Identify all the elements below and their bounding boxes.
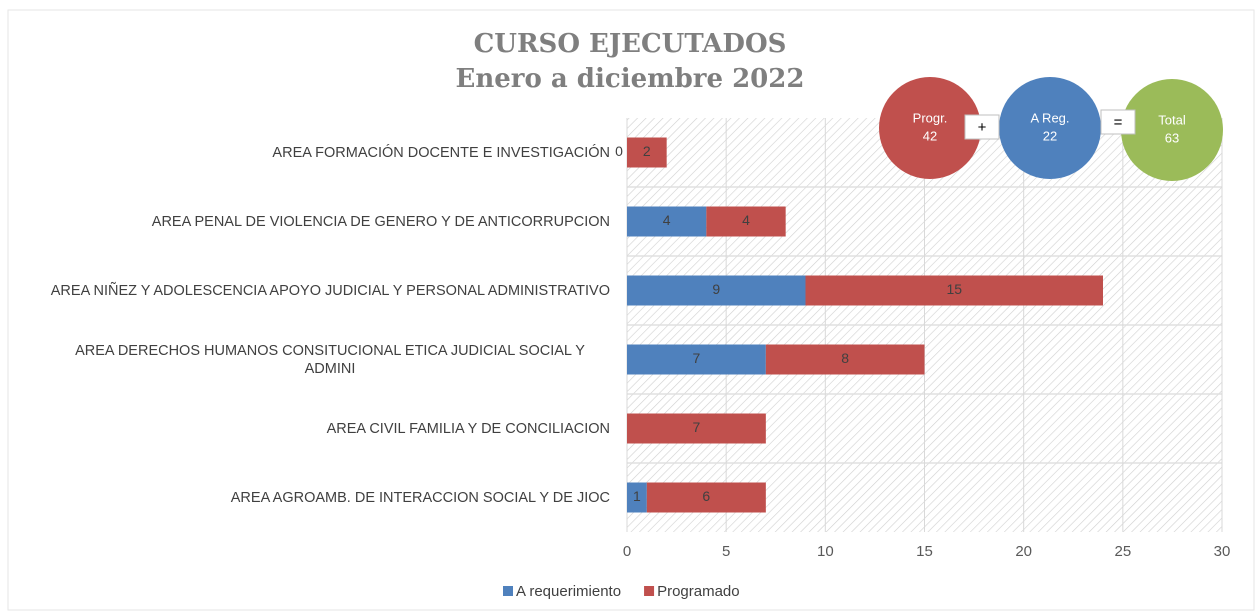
bar-segment [805, 275, 1103, 306]
summary-bubble [999, 77, 1101, 179]
y-tick-label: AREA PENAL DE VIOLENCIA DE GENERO Y DE A… [151, 213, 610, 230]
x-tick-label: 30 [1214, 543, 1231, 560]
summary-label: A Reg. [1030, 110, 1069, 125]
category-label-box: AREA NIÑEZ Y ADOLESCENCIA APOYO JUDICIAL… [10, 261, 610, 321]
category-label-box: AREA DERECHOS HUMANOS CONSITUCIONAL ETIC… [10, 330, 610, 390]
chart-border [7, 9, 1255, 611]
chart-subtitle: Enero a diciembre 2022 [456, 64, 805, 94]
data-label: 4 [663, 212, 671, 228]
data-label: 7 [693, 350, 701, 366]
legend-swatch [644, 586, 655, 596]
legend-label: Programado [657, 583, 740, 600]
data-label: 0 [615, 143, 623, 159]
operator-box [964, 114, 1000, 140]
y-tick-label: AREA AGROAMB. DE INTERACCION SOCIAL Y DE… [230, 489, 610, 506]
data-label: 6 [702, 488, 710, 504]
x-tick-label: 20 [1015, 543, 1032, 560]
x-tick-label: 10 [817, 543, 834, 560]
summary-label: Progr. [913, 110, 948, 125]
bar-segment [646, 482, 766, 513]
summary-label: Total [1158, 112, 1186, 127]
y-tick-label: AREA CIVIL FAMILIA Y DE CONCILIACION [326, 420, 610, 437]
category-label-box: AREA PENAL DE VIOLENCIA DE GENERO Y DE A… [10, 192, 610, 252]
y-tick-label: AREA NIÑEZ Y ADOLESCENCIA APOYO JUDICIAL… [50, 282, 610, 299]
data-label: 9 [712, 281, 720, 297]
bar-segment [627, 413, 766, 444]
bar-segment [627, 344, 766, 375]
data-label: 8 [841, 350, 849, 366]
bar-segment [627, 482, 647, 513]
x-tick-label: 25 [1114, 543, 1131, 560]
category-label-box: AREA FORMACIÓN DOCENTE E INVESTIGACIÓN [10, 123, 610, 183]
legend-swatch [503, 586, 513, 596]
data-label: 2 [643, 143, 651, 159]
summary-bubble [879, 77, 981, 179]
bar-segment [627, 275, 806, 306]
bar-segment [706, 206, 786, 237]
operator: + [978, 119, 987, 136]
bar-segment [627, 206, 707, 237]
data-label: 15 [946, 281, 962, 297]
operator-box [1100, 109, 1136, 135]
x-tick-label: 5 [722, 543, 730, 560]
summary-bubble [1121, 79, 1223, 181]
summary-value: 22 [1043, 128, 1057, 143]
chart-title: CURSO EJECUTADOS [474, 29, 787, 59]
x-tick-label: 15 [916, 543, 933, 560]
summary-value: 63 [1165, 130, 1179, 145]
data-label: 4 [742, 212, 750, 228]
category-label-box: AREA AGROAMB. DE INTERACCION SOCIAL Y DE… [10, 468, 610, 528]
summary-value: 42 [923, 128, 937, 143]
bar-segment [627, 137, 667, 168]
y-tick-label: AREA FORMACIÓN DOCENTE E INVESTIGACIÓN [272, 144, 610, 161]
data-label: 7 [693, 419, 701, 435]
y-tick-label: AREA DERECHOS HUMANOS CONSITUCIONAL ETIC… [75, 342, 585, 377]
data-label: 1 [633, 488, 641, 504]
operator: = [1114, 114, 1123, 131]
category-label-box: AREA CIVIL FAMILIA Y DE CONCILIACION [10, 399, 610, 459]
x-tick-label: 0 [623, 543, 631, 560]
bar-segment [765, 344, 925, 375]
legend-label: A requerimiento [516, 583, 621, 600]
